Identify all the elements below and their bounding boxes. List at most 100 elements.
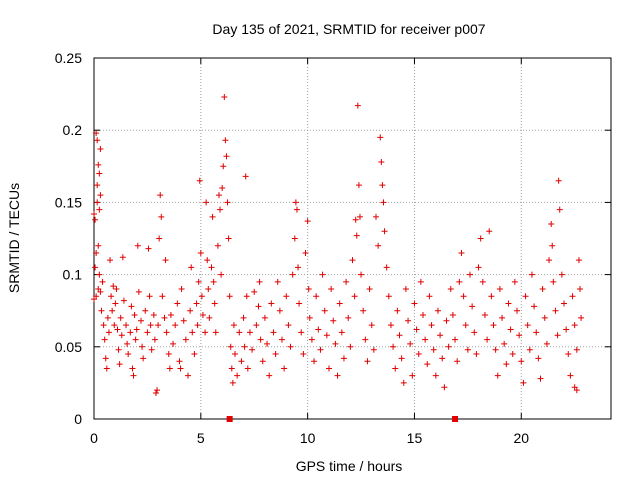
data-point <box>366 286 373 293</box>
data-point <box>554 332 561 339</box>
data-point <box>276 307 283 314</box>
data-point <box>289 271 296 278</box>
data-point <box>219 184 226 191</box>
data-point <box>120 297 127 304</box>
data-point <box>172 322 179 329</box>
data-point <box>109 307 116 314</box>
data-point <box>123 322 130 329</box>
data-point <box>311 358 318 365</box>
data-point <box>94 199 101 206</box>
data-point <box>302 249 309 256</box>
data-point <box>467 271 473 278</box>
data-point <box>563 326 570 333</box>
data-point <box>281 365 288 372</box>
data-point <box>556 206 563 213</box>
y-tick-label: 0 <box>74 411 82 427</box>
data-point <box>204 257 211 264</box>
data-point <box>484 336 491 343</box>
data-point <box>315 326 322 333</box>
data-point <box>492 346 499 353</box>
data-point <box>330 317 337 324</box>
data-point <box>477 235 484 242</box>
data-point <box>415 351 422 358</box>
data-point <box>243 293 250 300</box>
data-point <box>321 307 328 314</box>
data-point <box>230 322 237 329</box>
y-tick-label: 0.25 <box>55 50 82 66</box>
data-point <box>177 365 184 372</box>
data-point <box>430 346 437 353</box>
data-point <box>379 182 386 189</box>
data-point <box>134 242 141 249</box>
y-tick-label: 0.2 <box>63 122 83 138</box>
data-point <box>373 213 379 220</box>
data-point <box>115 346 122 353</box>
data-point <box>340 355 347 362</box>
data-point <box>334 372 341 379</box>
data-point <box>326 365 332 372</box>
data-point <box>518 358 525 365</box>
data-point <box>217 206 224 213</box>
axis-marks <box>226 416 459 422</box>
data-point <box>191 351 198 358</box>
data-point <box>526 346 533 353</box>
data-point <box>97 192 104 199</box>
data-point <box>146 293 153 300</box>
x-tick-label: 10 <box>300 430 316 446</box>
data-point <box>295 264 302 271</box>
data-point <box>220 163 227 170</box>
data-point <box>185 372 191 379</box>
data-point <box>490 322 497 329</box>
data-point <box>565 351 572 358</box>
data-point <box>203 199 210 206</box>
data-point <box>434 307 441 314</box>
data-point <box>531 303 538 310</box>
data-point <box>378 158 385 165</box>
data-point <box>537 375 544 382</box>
data-point <box>147 322 154 329</box>
data-point <box>157 192 164 199</box>
data-point <box>413 326 420 333</box>
data-point <box>343 278 350 285</box>
data-point <box>354 102 361 109</box>
data-point <box>255 303 262 310</box>
data-point <box>555 177 562 184</box>
data-point <box>142 307 149 314</box>
data-point <box>135 288 142 295</box>
data-point <box>479 278 486 285</box>
data-point <box>370 346 377 353</box>
data-point <box>283 293 290 300</box>
data-point <box>236 329 243 336</box>
data-point <box>151 336 158 343</box>
data-point <box>249 346 256 353</box>
data-point <box>558 271 565 278</box>
data-point <box>300 351 307 358</box>
data-point <box>432 372 439 379</box>
data-point <box>469 303 476 310</box>
data-point <box>462 322 469 329</box>
data-point <box>292 199 299 206</box>
data-point <box>226 293 233 300</box>
data-point <box>197 249 204 256</box>
data-point <box>264 340 271 347</box>
data-point <box>437 332 444 339</box>
data-point <box>107 257 114 264</box>
data-point <box>242 173 249 180</box>
data-point <box>246 329 253 336</box>
data-point <box>98 307 105 314</box>
data-point <box>443 317 450 324</box>
data-point <box>402 286 409 293</box>
data-point <box>99 278 106 285</box>
data-point <box>503 361 510 368</box>
data-point <box>152 390 159 397</box>
data-point <box>332 340 339 347</box>
data-point <box>308 336 315 343</box>
data-point <box>305 286 312 293</box>
data-point <box>539 286 546 293</box>
data-point <box>548 221 555 228</box>
data-point <box>409 372 416 379</box>
data-point <box>93 249 100 256</box>
data-point <box>486 228 493 235</box>
data-point <box>452 336 459 343</box>
data-point <box>221 93 228 100</box>
